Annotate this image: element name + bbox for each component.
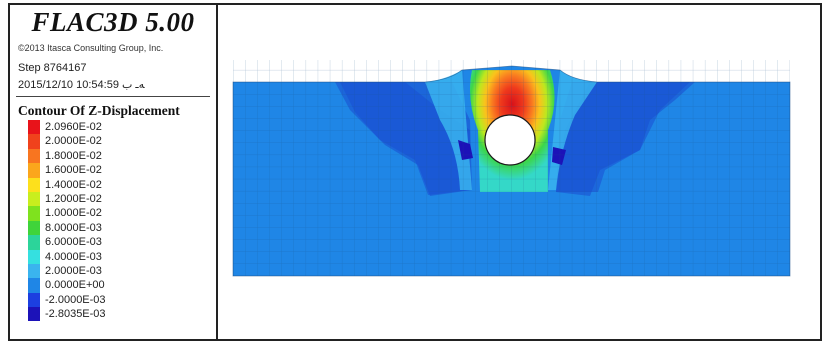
legend-swatch bbox=[28, 263, 40, 279]
legend-swatch bbox=[28, 278, 40, 293]
copyright-text: ©2013 Itasca Consulting Group, Inc. bbox=[18, 43, 164, 53]
divider bbox=[16, 96, 210, 97]
legend-label: 1.8000E-02 bbox=[45, 149, 102, 162]
legend-swatch bbox=[28, 249, 40, 264]
step-counter: Step 8764167 bbox=[18, 62, 87, 74]
legend-label: 4.0000E-03 bbox=[45, 250, 102, 263]
legend-label: 0.0000E+00 bbox=[45, 279, 105, 292]
legend-swatch bbox=[28, 292, 40, 308]
info-panel: FLAC3D 5.00 ©2013 Itasca Consulting Grou… bbox=[8, 3, 218, 341]
legend-title: Contour Of Z-Displacement bbox=[18, 103, 180, 118]
legend-label: 8.0000E-03 bbox=[45, 221, 102, 234]
timestamp: ﻪـ ب 10:54:59 2015/12/10 bbox=[18, 79, 145, 91]
legend-label: 2.0000E-03 bbox=[45, 264, 102, 277]
app-title: FLAC3D 5.00 bbox=[31, 7, 195, 37]
legend-swatch bbox=[28, 206, 40, 221]
legend-label: 2.0960E-02 bbox=[45, 121, 102, 133]
legend-label: 2.0000E-02 bbox=[45, 135, 102, 148]
mesh-grid bbox=[233, 60, 790, 276]
legend-swatch bbox=[28, 235, 40, 250]
legend-swatch bbox=[28, 163, 40, 178]
legend-swatch bbox=[28, 307, 40, 322]
legend-label: 1.6000E-02 bbox=[45, 164, 102, 177]
mesh-model bbox=[232, 60, 791, 277]
legend-label: -2.8035E-03 bbox=[45, 308, 106, 321]
model-outline bbox=[232, 65, 791, 277]
legend-label: -2.0000E-03 bbox=[45, 293, 106, 306]
legend-swatch bbox=[28, 134, 40, 149]
legend-swatch bbox=[28, 177, 40, 192]
legend-label: 1.2000E-02 bbox=[45, 192, 102, 205]
legend-label: 1.0000E-02 bbox=[45, 207, 102, 220]
legend-label: 1.4000E-02 bbox=[45, 178, 102, 191]
tunnel-opening bbox=[484, 114, 536, 166]
legend-swatch bbox=[28, 148, 40, 164]
legend-label: 6.0000E-03 bbox=[45, 236, 102, 249]
legend-swatch bbox=[28, 120, 40, 135]
legend-swatch bbox=[28, 220, 40, 236]
legend-swatch bbox=[28, 191, 40, 207]
